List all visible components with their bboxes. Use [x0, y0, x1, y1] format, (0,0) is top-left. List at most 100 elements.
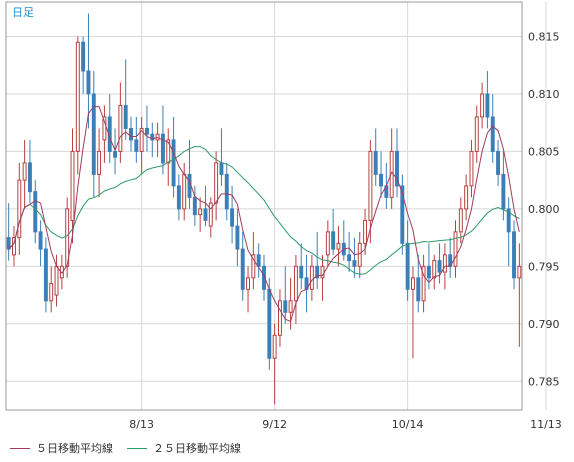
- candle-up: [182, 173, 187, 210]
- candle-up: [155, 133, 160, 141]
- candle-down: [224, 173, 229, 210]
- ma5-label: ５日移動平均線: [36, 442, 113, 455]
- candle-up: [464, 185, 469, 210]
- candle-up: [214, 162, 219, 204]
- candle-up: [277, 300, 282, 336]
- candle-down: [331, 231, 336, 250]
- candle-down: [485, 93, 490, 118]
- candle-up: [410, 277, 415, 290]
- candle-up: [309, 265, 314, 290]
- candle-up: [517, 265, 522, 279]
- ma5-swatch: [10, 447, 30, 449]
- candle-up: [198, 208, 203, 216]
- candle-down: [203, 208, 208, 221]
- candle-down: [176, 185, 181, 210]
- candle-down: [38, 231, 43, 250]
- x-tick-label: 9/12: [262, 418, 287, 431]
- candle-up: [336, 242, 341, 250]
- y-tick-label: 0.790: [528, 318, 560, 331]
- x-tick-label: 11/13: [530, 418, 562, 431]
- y-axis: 0.815 0.810 0.805 0.800 0.795 0.790 0.785: [528, 30, 560, 388]
- candle-up: [208, 202, 213, 227]
- x-tick-label: 8/13: [129, 418, 154, 431]
- candle-up: [368, 150, 373, 221]
- period-label: 日足: [12, 6, 34, 19]
- candle-down: [81, 41, 86, 72]
- candle-down: [113, 150, 118, 158]
- ma5-line: [8, 106, 520, 323]
- candle-down: [160, 133, 165, 164]
- candle-up: [246, 277, 251, 290]
- candles: [6, 13, 522, 405]
- plot-frame: [5, 1, 523, 411]
- candle-down: [373, 150, 378, 175]
- candle-down: [150, 133, 155, 141]
- legend-ma25: ２５日移動平均線: [127, 440, 241, 456]
- candle-up: [442, 254, 447, 273]
- candle-down: [347, 254, 352, 262]
- y-tick-label: 0.795: [528, 260, 560, 273]
- candle-down: [352, 260, 357, 267]
- x-axis: 8/13 9/12 10/14 11/13: [129, 418, 561, 431]
- candle-up: [288, 300, 293, 313]
- candle-down: [27, 162, 32, 193]
- candle-down: [437, 260, 442, 273]
- y-tick-label: 0.785: [528, 375, 560, 388]
- candle-up: [293, 265, 298, 302]
- candle-up: [65, 208, 70, 267]
- candle-down: [426, 265, 431, 279]
- candle-down: [192, 196, 197, 216]
- y-tick-label: 0.805: [528, 145, 560, 158]
- candle-down: [230, 208, 235, 227]
- candle-up: [139, 127, 144, 152]
- candle-down: [490, 116, 495, 152]
- candle-down: [283, 300, 288, 313]
- candle-up: [320, 265, 325, 279]
- candle-up: [75, 41, 80, 152]
- candle-up: [432, 260, 437, 279]
- candle-down: [235, 225, 240, 250]
- candle-down: [129, 127, 133, 141]
- candle-up: [474, 116, 479, 152]
- candle-down: [400, 185, 405, 244]
- candle-down: [240, 248, 245, 290]
- candle-up: [102, 116, 107, 141]
- candle-down: [395, 150, 399, 187]
- candle-up: [166, 139, 171, 164]
- candle-up: [12, 237, 16, 256]
- ma25-line: [8, 146, 520, 275]
- candle-up: [357, 242, 362, 267]
- candle-down: [91, 93, 96, 175]
- candle-down: [501, 173, 506, 210]
- y-tick-label: 0.800: [528, 203, 560, 216]
- candle-up: [325, 231, 330, 256]
- candle-down: [123, 104, 128, 129]
- candle-down: [496, 150, 501, 175]
- candle-up: [118, 104, 123, 152]
- ma25-swatch: [127, 447, 147, 449]
- legend: ５日移動平均線 ２５日移動平均線: [10, 440, 241, 456]
- candle-down: [219, 162, 224, 175]
- candle-down: [506, 208, 511, 233]
- candle-down: [134, 139, 139, 152]
- grid: [6, 2, 547, 410]
- y-tick-label: 0.815: [528, 30, 560, 43]
- x-tick-label: 10/14: [392, 418, 424, 431]
- candle-down: [379, 173, 383, 187]
- candle-up: [97, 150, 102, 175]
- candle-up: [49, 283, 54, 302]
- candle-down: [512, 231, 516, 279]
- candle-down: [262, 265, 266, 290]
- candle-up: [469, 150, 474, 187]
- candle-up: [453, 231, 458, 267]
- candle-down: [299, 265, 304, 279]
- candle-down: [86, 70, 91, 95]
- candle-up: [272, 334, 277, 359]
- y-tick-label: 0.810: [528, 88, 560, 101]
- candle-up: [421, 265, 426, 302]
- candle-up: [54, 265, 59, 296]
- candle-up: [480, 93, 485, 118]
- candle-down: [171, 139, 176, 187]
- candle-down: [6, 237, 11, 250]
